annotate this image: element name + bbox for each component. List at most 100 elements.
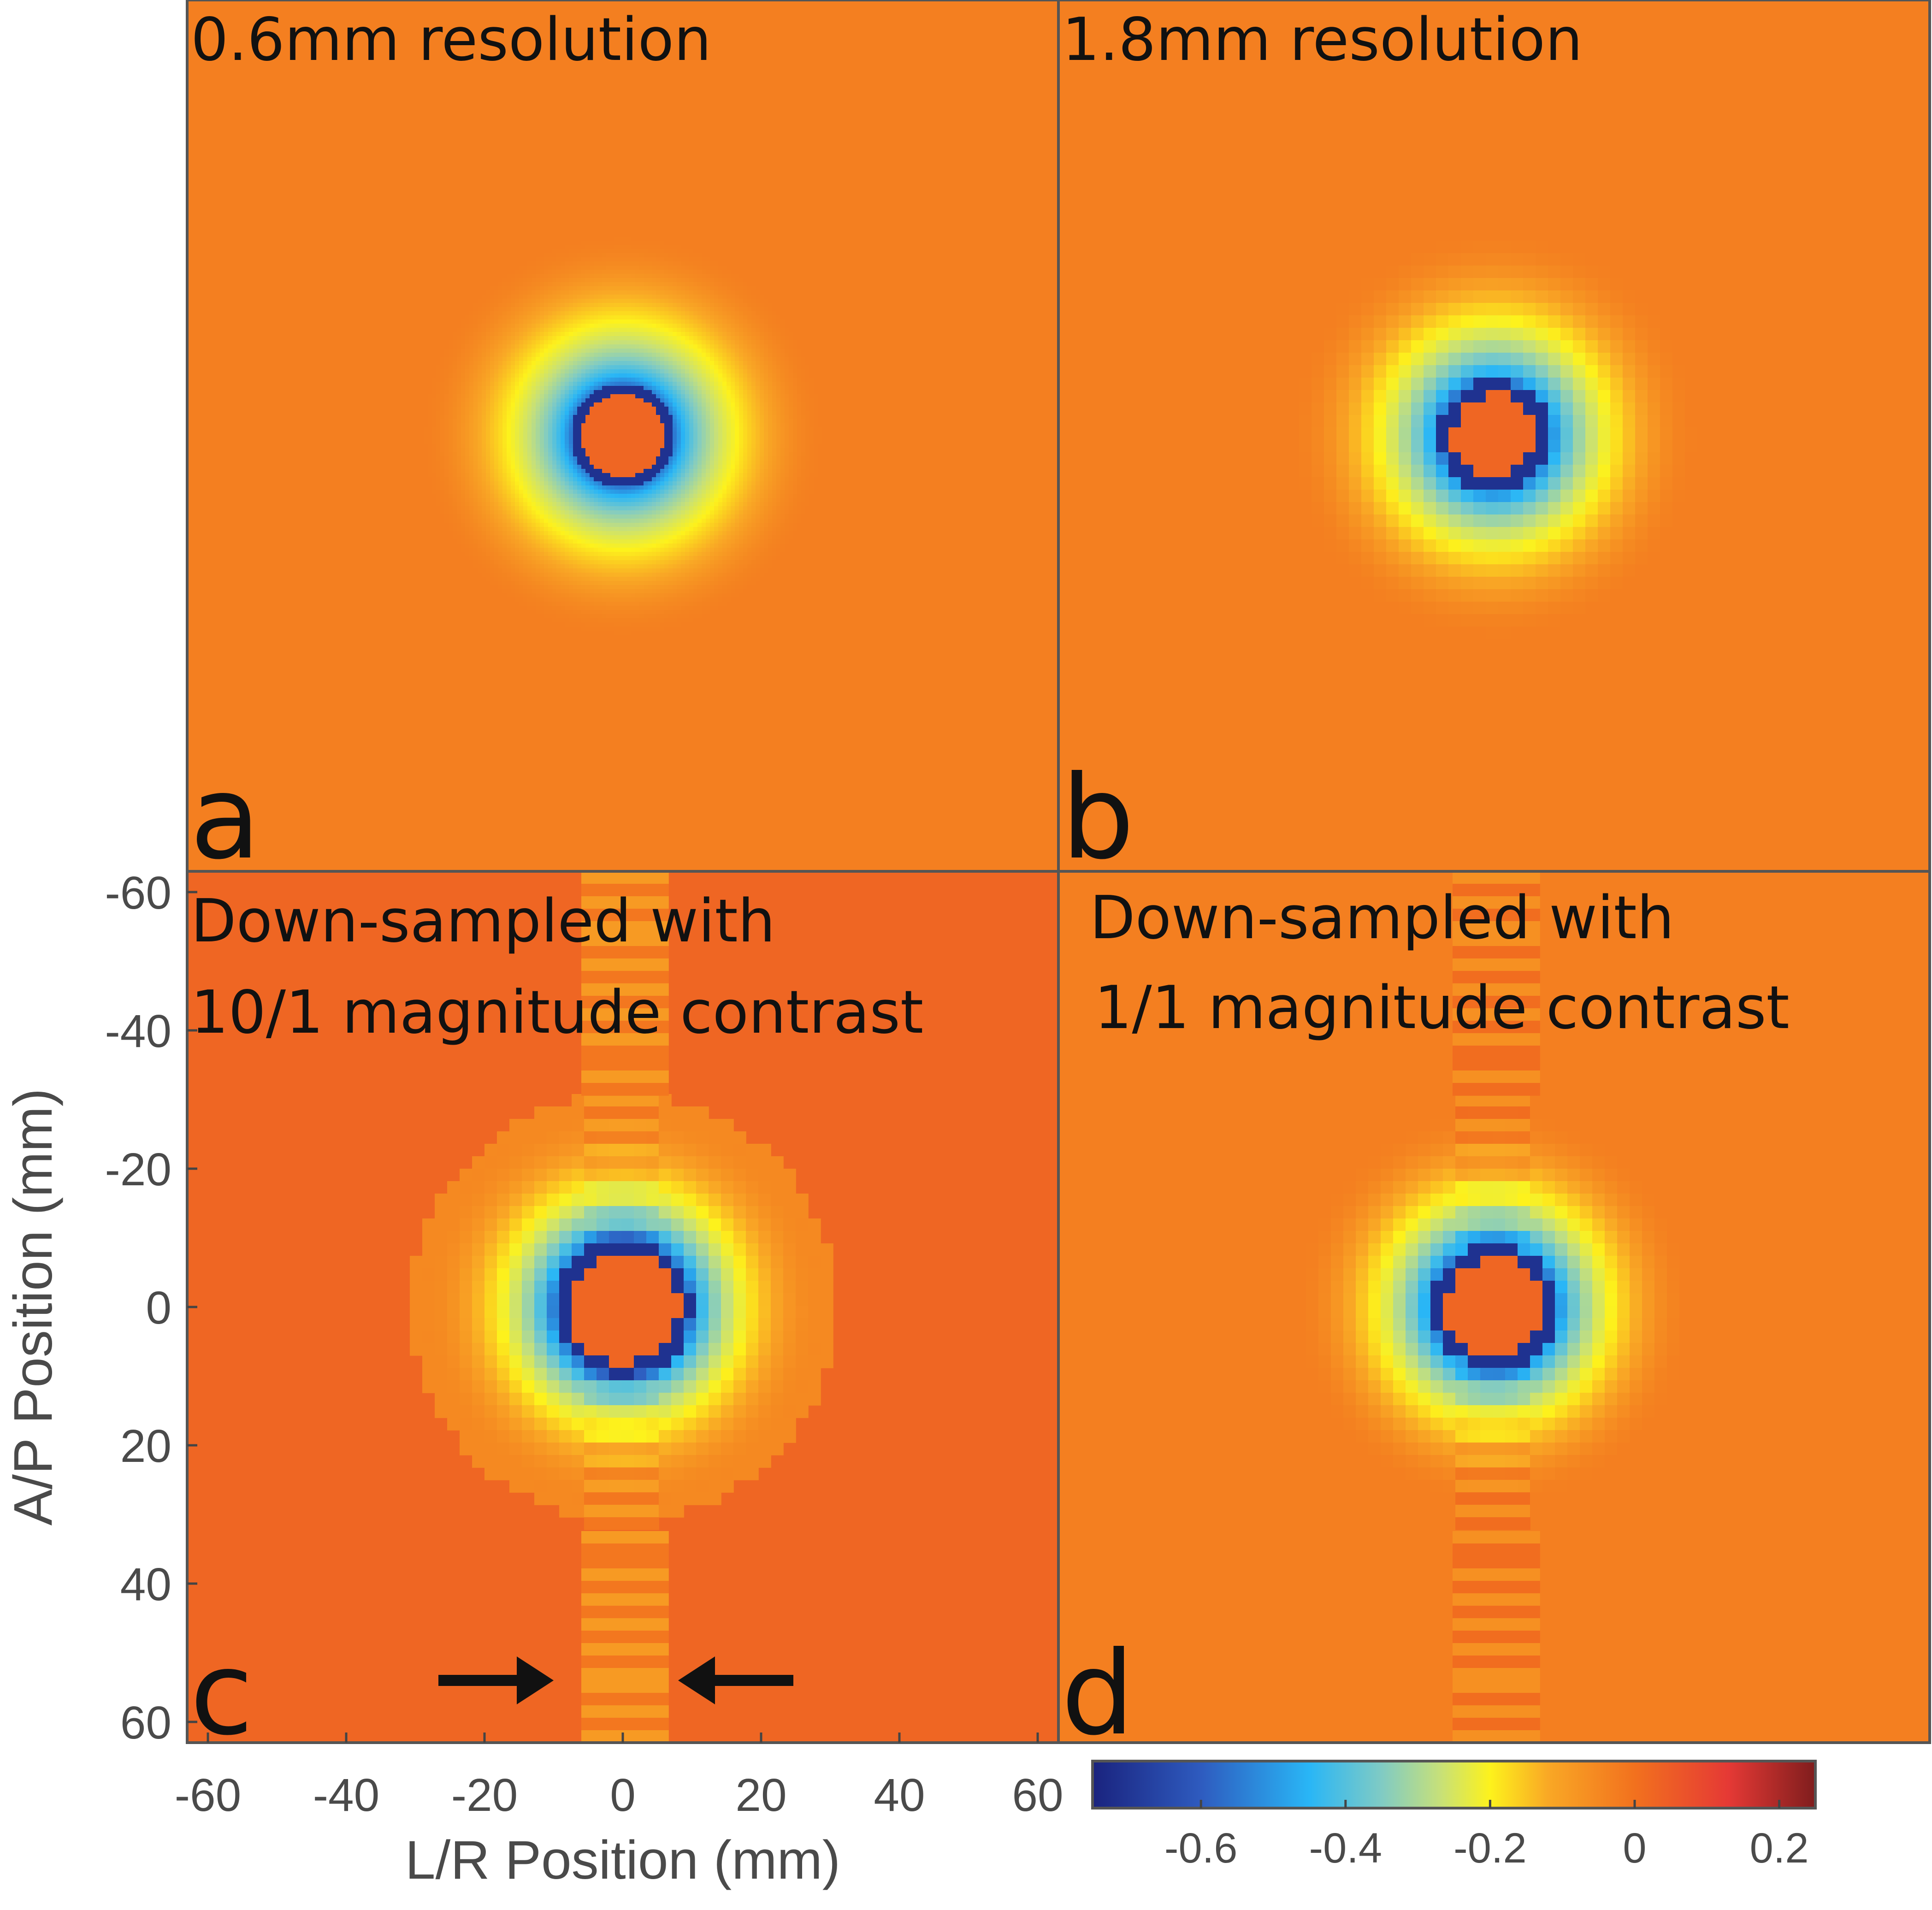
heatmap-cell — [751, 394, 756, 399]
heatmap-cell — [639, 448, 644, 453]
heatmap-cell — [793, 390, 798, 395]
heatmap-cell — [623, 324, 627, 328]
heatmap-cell — [548, 415, 553, 420]
heatmap-cell — [498, 369, 503, 374]
heatmap-cell — [818, 398, 822, 403]
heatmap-cell — [523, 319, 528, 324]
heatmap-cell — [743, 328, 748, 332]
heatmap-cell — [751, 299, 756, 303]
heatmap-cell — [735, 353, 739, 357]
heatmap-cell — [548, 407, 553, 411]
heatmap-cell — [660, 253, 665, 258]
heatmap-cell — [789, 432, 793, 436]
heatmap-cell — [756, 398, 760, 403]
heatmap-cell — [532, 382, 536, 386]
heatmap-cell — [768, 452, 773, 457]
heatmap-cell — [453, 419, 457, 424]
heatmap-cell — [565, 245, 569, 249]
heatmap-cell — [689, 282, 694, 287]
heatmap-cell — [727, 315, 731, 320]
heatmap-cell — [419, 456, 424, 461]
heatmap-cell — [449, 419, 453, 424]
heatmap-cell — [739, 390, 744, 395]
heatmap-cell — [614, 286, 619, 291]
heatmap-cell — [793, 423, 798, 428]
heatmap-cell — [556, 249, 561, 254]
heatmap-cell — [668, 274, 673, 278]
heatmap-cell — [465, 402, 470, 407]
heatmap-cell — [735, 349, 739, 353]
heatmap-cell — [756, 349, 760, 353]
heatmap-cell — [548, 332, 553, 337]
heatmap-cell — [818, 378, 822, 382]
heatmap-cell — [722, 415, 727, 420]
heatmap-cell — [644, 307, 648, 312]
heatmap-cell — [561, 332, 565, 337]
heatmap-cell — [814, 353, 818, 357]
heatmap-cell — [639, 232, 644, 237]
heatmap-cell — [627, 452, 632, 457]
heatmap-cell — [735, 295, 739, 299]
heatmap-cell — [760, 452, 764, 457]
heatmap-cell — [444, 365, 449, 370]
heatmap-cell — [727, 336, 731, 341]
heatmap-cell — [702, 390, 706, 395]
heatmap-cell — [598, 411, 603, 415]
heatmap-cell — [793, 411, 798, 415]
heatmap-cell — [457, 386, 461, 390]
heatmap-cell — [768, 307, 773, 312]
heatmap-cell — [482, 315, 486, 320]
heatmap-cell — [693, 390, 698, 395]
heatmap-cell — [419, 419, 424, 424]
heatmap-cell — [805, 336, 810, 341]
heatmap-cell — [548, 432, 553, 436]
heatmap-cell — [602, 319, 607, 324]
heatmap-cell — [473, 382, 478, 386]
heatmap-cell — [502, 469, 507, 473]
heatmap-cell — [569, 444, 573, 449]
heatmap-cell — [436, 357, 441, 361]
heatmap-cell — [552, 365, 557, 370]
heatmap-cell — [573, 295, 578, 299]
heatmap-cell — [664, 369, 669, 374]
heatmap-cell — [706, 340, 710, 345]
heatmap-cell — [693, 448, 698, 453]
heatmap-cell — [631, 274, 636, 278]
heatmap-cell — [776, 469, 781, 473]
heatmap-cell — [548, 344, 553, 349]
heatmap-cell — [731, 469, 735, 473]
heatmap-cell — [668, 282, 673, 287]
heatmap-cell — [552, 382, 557, 386]
heatmap-cell — [569, 382, 573, 386]
heatmap-cell — [664, 365, 669, 370]
heatmap-cell — [436, 332, 441, 337]
heatmap-cell — [573, 415, 578, 420]
heatmap-cell — [590, 394, 594, 399]
heatmap-cell — [565, 257, 569, 262]
heatmap-cell — [436, 336, 441, 341]
heatmap-cell — [490, 452, 495, 457]
heatmap-cell — [440, 353, 445, 357]
heatmap-cell — [722, 257, 727, 262]
heatmap-cell — [648, 324, 652, 328]
heatmap-cell — [693, 415, 698, 420]
heatmap-cell — [656, 378, 661, 382]
heatmap-cell — [627, 295, 632, 299]
heatmap-cell — [453, 361, 457, 366]
heatmap-cell — [793, 465, 798, 469]
heatmap-cell — [735, 398, 739, 403]
heatmap-cell — [677, 290, 681, 295]
heatmap-cell — [469, 286, 474, 291]
heatmap-cell — [444, 328, 449, 332]
heatmap-cell — [697, 452, 702, 457]
heatmap-cell — [548, 419, 553, 424]
heatmap-cell — [465, 465, 470, 469]
heatmap-cell — [818, 423, 822, 428]
heatmap-cell — [677, 456, 681, 461]
heatmap-cell — [444, 402, 449, 407]
heatmap-cell — [722, 290, 727, 295]
heatmap-cell — [660, 423, 665, 428]
heatmap-cell — [826, 448, 831, 453]
heatmap-cell — [809, 353, 814, 357]
heatmap-cell — [449, 427, 453, 432]
